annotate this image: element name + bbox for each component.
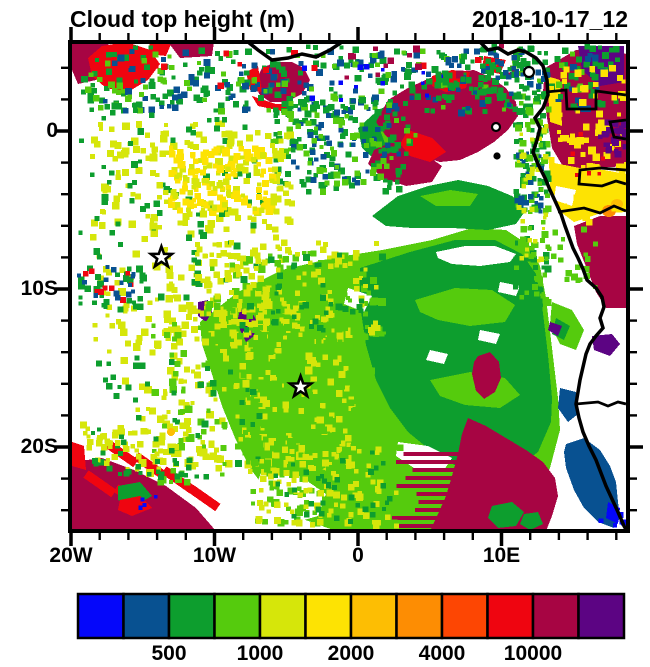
- colorbar-tick-label: 2000: [327, 642, 375, 665]
- colorbar-tick-label: 10000: [503, 642, 563, 665]
- country-border: [557, 204, 626, 215]
- y-axis-tick-label: 10S: [20, 277, 58, 300]
- island-outline: [493, 152, 501, 160]
- country-border: [545, 88, 626, 111]
- colorbar-cell: [167, 592, 216, 640]
- cloud-field: [72, 44, 626, 529]
- x-axis-tick-label: 10E: [482, 544, 521, 567]
- map-frame: [68, 40, 630, 533]
- y-axis-tick-label: 0: [46, 119, 58, 142]
- country-border: [577, 166, 626, 188]
- colorbar-cell: [122, 592, 171, 640]
- colorbar-cell: [440, 592, 489, 640]
- country-border: [608, 118, 626, 141]
- colorbar-tick-label: 4000: [418, 642, 466, 665]
- chart-date: 2018-10-17_12: [471, 6, 628, 32]
- y-axis-tick-label: 20S: [20, 435, 58, 458]
- coastline: [479, 44, 626, 529]
- axis-ticks: [55, 27, 643, 546]
- island-outline: [522, 65, 536, 79]
- colorbar-cell: [213, 592, 262, 640]
- colorbar-tick-label: 500: [151, 642, 187, 665]
- colorbar: [76, 592, 626, 640]
- colorbar-cell: [395, 592, 444, 640]
- colorbar-cell: [531, 592, 580, 640]
- country-border: [575, 400, 626, 408]
- x-axis-tick-label: 0: [352, 544, 364, 567]
- colorbar-tick-label: 1000: [236, 642, 284, 665]
- colorbar-cell: [258, 592, 307, 640]
- colorbar-cell: [486, 592, 535, 640]
- coastline: [247, 44, 343, 62]
- x-axis-tick-label: 10W: [192, 544, 237, 567]
- x-axis-tick-label: 20W: [49, 544, 93, 567]
- star-marker: [147, 242, 176, 270]
- chart-title: Cloud top height (m): [70, 6, 295, 32]
- colorbar-cell: [349, 592, 398, 640]
- colorbar-cell: [76, 592, 125, 640]
- colorbar-cell: [304, 592, 353, 640]
- colorbar-cell: [577, 592, 626, 640]
- star-marker: [286, 372, 315, 400]
- island-outline: [490, 121, 502, 133]
